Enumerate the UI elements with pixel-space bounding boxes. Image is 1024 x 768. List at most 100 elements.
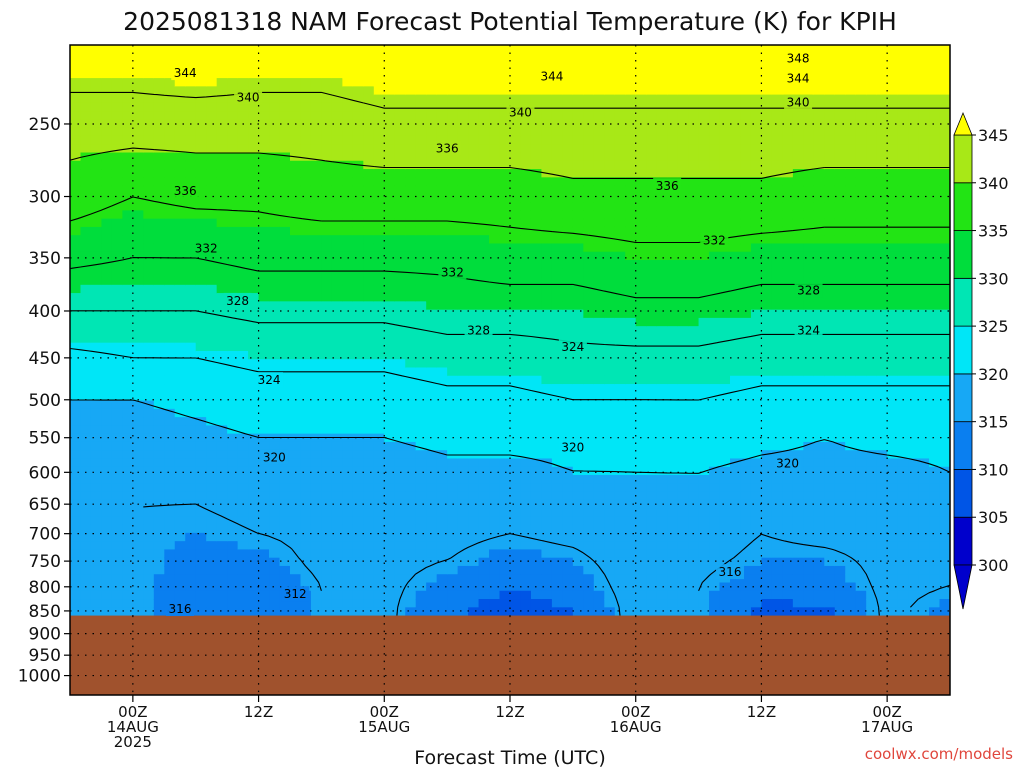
temperature-cell — [111, 185, 123, 195]
temperature-cell — [174, 425, 186, 435]
temperature-cell — [510, 508, 522, 517]
temperature-cell — [164, 334, 176, 344]
temperature-cell — [206, 69, 218, 79]
temperature-cell — [352, 119, 364, 129]
temperature-cell — [321, 45, 333, 54]
temperature-cell — [373, 152, 385, 162]
temperature-cell — [90, 491, 103, 501]
temperature-cell — [342, 450, 354, 460]
temperature-cell — [468, 226, 480, 236]
temperature-cell — [750, 218, 763, 228]
temperature-cell — [80, 483, 92, 493]
temperature-cell — [730, 86, 742, 96]
temperature-cell — [625, 226, 637, 236]
temperature-cell — [468, 549, 480, 559]
temperature-cell — [331, 425, 343, 435]
temperature-cell — [667, 102, 679, 112]
temperature-cell — [405, 301, 417, 311]
temperature-cell — [750, 375, 763, 385]
temperature-cell — [111, 301, 123, 311]
temperature-cell — [310, 45, 323, 54]
temperature-cell — [206, 226, 218, 236]
temperature-cell — [310, 342, 323, 352]
temperature-cell — [604, 160, 616, 170]
temperature-cell — [740, 53, 752, 63]
temperature-cell — [447, 441, 459, 451]
temperature-cell — [111, 284, 123, 294]
temperature-cell — [111, 177, 123, 187]
temperature-cell — [541, 135, 553, 145]
temperature-cell — [70, 342, 82, 352]
temperature-cell — [604, 226, 616, 236]
chart-title: 2025081318 NAM Forecast Potential Temper… — [123, 7, 897, 36]
temperature-cell — [656, 326, 668, 336]
temperature-cell — [143, 350, 155, 360]
temperature-cell — [530, 541, 543, 551]
temperature-cell — [248, 78, 260, 87]
temperature-cell — [499, 86, 511, 96]
temperature-cell — [111, 582, 123, 592]
temperature-cell — [342, 541, 354, 551]
temperature-cell — [478, 425, 490, 435]
temperature-cell — [436, 127, 448, 137]
temperature-cell — [447, 590, 459, 600]
temperature-cell — [248, 193, 260, 203]
temperature-cell — [310, 94, 323, 104]
temperature-cell — [698, 458, 710, 468]
temperature-cell — [363, 135, 375, 145]
temperature-cell — [111, 516, 123, 526]
temperature-cell — [331, 549, 343, 559]
temperature-cell — [227, 218, 239, 228]
temperature-cell — [468, 565, 480, 575]
temperature-cell — [667, 466, 679, 476]
temperature-cell — [572, 309, 584, 319]
temperature-cell — [635, 210, 647, 220]
temperature-cell — [541, 53, 553, 63]
temperature-cell — [740, 251, 752, 261]
temperature-cell — [541, 524, 553, 534]
temperature-cell — [740, 541, 752, 551]
temperature-cell — [216, 326, 228, 336]
temperature-cell — [122, 475, 134, 484]
temperature-cell — [604, 450, 616, 460]
temperature-cell — [153, 549, 165, 559]
temperature-cell — [70, 251, 82, 261]
temperature-cell — [384, 86, 396, 96]
temperature-cell — [719, 293, 731, 302]
temperature-cell — [541, 243, 553, 253]
temperature-cell — [352, 458, 364, 468]
temperature-cell — [719, 78, 731, 87]
temperature-cell — [824, 218, 836, 228]
temperature-cell — [227, 549, 239, 559]
temperature-cell — [656, 268, 668, 278]
temperature-cell — [499, 317, 511, 327]
temperature-cell — [384, 425, 396, 435]
temperature-cell — [279, 491, 291, 501]
temperature-cell — [761, 524, 773, 534]
temperature-cell — [122, 260, 134, 269]
temperature-cell — [331, 61, 343, 71]
temperature-cell — [572, 235, 584, 245]
temperature-cell — [331, 218, 343, 228]
temperature-cell — [447, 532, 459, 542]
temperature-cell — [530, 61, 543, 71]
temperature-cell — [111, 408, 123, 418]
temperature-cell — [122, 483, 134, 493]
temperature-cell — [101, 293, 113, 302]
temperature-cell — [614, 169, 626, 178]
temperature-cell — [415, 293, 427, 302]
temperature-cell — [667, 516, 679, 526]
temperature-cell — [90, 102, 103, 112]
temperature-cell — [656, 243, 668, 253]
temperature-cell — [551, 541, 563, 551]
temperature-cell — [824, 193, 836, 203]
temperature-cell — [551, 342, 563, 352]
temperature-cell — [101, 235, 113, 245]
temperature-cell — [572, 549, 584, 559]
temperature-cell — [363, 210, 375, 220]
temperature-cell — [614, 582, 626, 592]
temperature-cell — [468, 607, 480, 617]
temperature-cell — [771, 541, 783, 551]
temperature-cell — [489, 276, 501, 286]
temperature-cell — [803, 491, 815, 501]
